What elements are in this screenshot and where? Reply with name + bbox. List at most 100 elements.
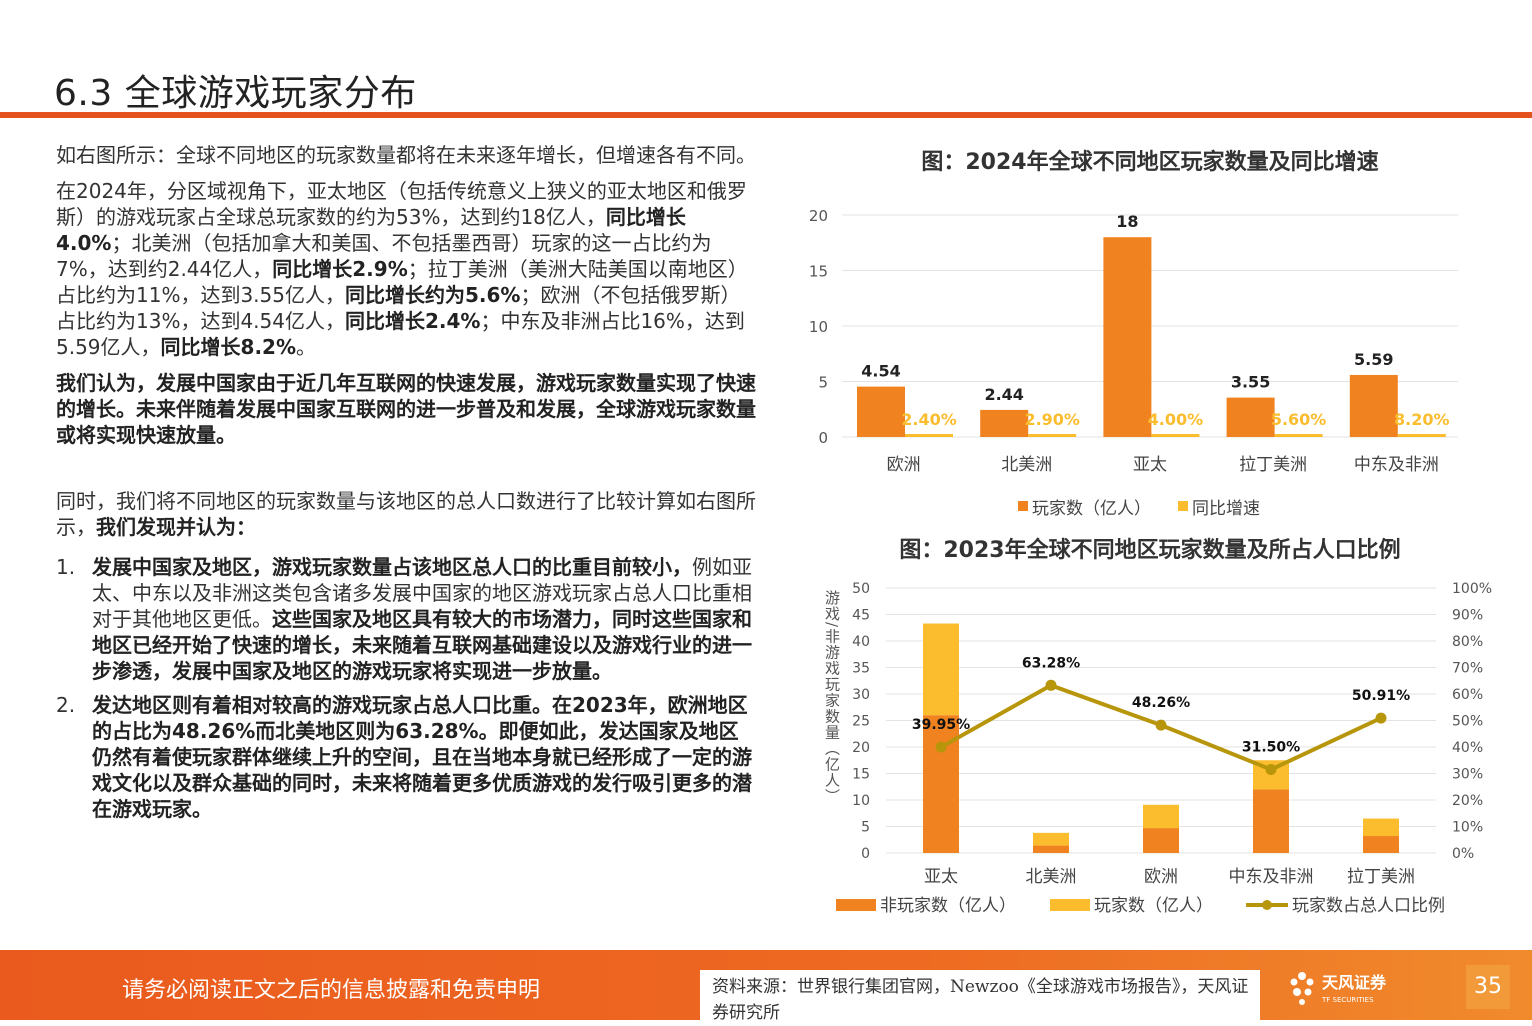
- paragraph-compare: 同时，我们将不同地区的玩家数量与该地区的总人口数进行了比较计算如右图所示，我们发…: [56, 488, 758, 540]
- bar-growth: [1151, 434, 1200, 437]
- bar-players: [1103, 237, 1152, 437]
- logo-en-text: TF SECURITIES: [1321, 996, 1374, 1004]
- paragraph-segment: 同比增长2.4%: [344, 309, 481, 333]
- paragraph-segment: ；北美洲（包括加拿大和美国、不包括墨西哥）玩家的这一占比约为7%，达到约2.44…: [56, 231, 712, 281]
- legend-swatch-players: [1018, 501, 1028, 511]
- x-tick-label: 北美洲: [1001, 455, 1052, 475]
- ratio-point: [1265, 764, 1277, 776]
- y-tick-label: 15: [852, 767, 870, 783]
- logo-flower-icon: [1290, 972, 1314, 1005]
- y-tick-label: 10: [852, 793, 870, 809]
- paragraph-segment: 同比增长4.0%: [56, 205, 686, 255]
- bar-players: [1363, 818, 1399, 837]
- legend-swatch-non-players: [836, 899, 876, 911]
- disclaimer-text: 请务必阅读正文之后的信息披露和免责申明: [122, 978, 541, 1003]
- y2-tick-label: 50%: [1452, 714, 1483, 730]
- page-title: 6.3 全球游戏玩家分布: [54, 73, 417, 114]
- bar-players-label: 2.44: [984, 385, 1023, 404]
- ratio-label: 31.50%: [1242, 740, 1300, 756]
- legend-swatch-growth: [1178, 501, 1188, 511]
- x-tick-label: 拉丁美洲: [1347, 867, 1415, 887]
- y2-tick-label: 90%: [1452, 608, 1483, 624]
- paragraph-segment: ；中东及非洲占比16%，达到5.59亿人，: [56, 309, 745, 359]
- source-text: 资料来源：世界银行集团官网，Newzoo《全球游戏市场报告》，天风证券研究所: [712, 977, 1249, 1023]
- chart2-title: 图：2023年全球不同地区玩家数量及所占人口比例: [899, 538, 1401, 563]
- bar-players-label: 3.55: [1231, 373, 1270, 392]
- bar-players: [1226, 397, 1275, 437]
- bar-players-label: 18: [1116, 212, 1138, 231]
- bar-growth: [1274, 434, 1323, 437]
- y2-tick-label: 10%: [1452, 820, 1483, 836]
- list-item-text: 发达地区则有着相对较高的游戏玩家占总人口比重。在2023年，欧洲地区的占比为48…: [92, 693, 752, 821]
- legend-swatch-players: [1050, 899, 1090, 911]
- bar-growth-label: 5.60%: [1271, 410, 1327, 429]
- bar-growth: [905, 434, 953, 437]
- list-item-text: 发展中国家及地区，游戏玩家数量占该地区总人口的比重目前较小，例如亚太、中东以及非…: [92, 555, 752, 683]
- bar-non-players: [1143, 828, 1179, 853]
- ratio-label: 39.95%: [912, 717, 970, 733]
- body-text: 如右图所示：全球不同地区的玩家数量都将在未来逐年增长，但增速各有不同。 在202…: [56, 142, 758, 830]
- y2-tick-label: 30%: [1452, 767, 1483, 783]
- ratio-point: [935, 741, 947, 753]
- title-divider: [0, 112, 1532, 118]
- view-text: 我们认为，发展中国家由于近几年互联网的快速发展，游戏玩家数量实现了快速的增长。未…: [56, 371, 756, 447]
- paragraph-regions: 在2024年，分区域视角下，亚太地区（包括传统意义上狭义的亚太地区和俄罗斯）的游…: [56, 178, 758, 360]
- y2-tick-label: 0%: [1452, 846, 1474, 862]
- y-tick-label: 35: [852, 661, 870, 677]
- chart2-svg: 0 5 10 15 20 25 30 35 40 45 50 0% 10% 20% 30% 40% 50% 60%…: [823, 581, 1492, 916]
- bar-growth: [1028, 434, 1077, 437]
- y2-tick-label: 70%: [1452, 661, 1483, 677]
- y-tick-label: 10: [809, 318, 828, 336]
- y-tick-label: 30: [852, 687, 870, 703]
- paragraph-segment: 同比增长约为5.6%: [344, 283, 521, 307]
- bar-players: [923, 623, 959, 716]
- y-tick-label: 20: [809, 207, 828, 225]
- legend-label-players: 玩家数（亿人）: [1032, 499, 1151, 519]
- ratio-point: [1375, 712, 1387, 724]
- ratio-point: [1155, 719, 1167, 731]
- ratio-label: 50.91%: [1352, 688, 1410, 704]
- y-tick-label: 20: [852, 740, 870, 756]
- legend-label-players: 玩家数（亿人）: [1094, 896, 1213, 916]
- list-number: 2.: [56, 693, 76, 717]
- bar-growth-label: 2.40%: [901, 410, 957, 429]
- y2-tick-label: 100%: [1452, 581, 1492, 597]
- paragraph-segment: ；拉丁美洲（美洲大陆美国以南地区）占比约为11%，达到3.55亿人，: [56, 257, 748, 307]
- bar-non-players: [1033, 845, 1069, 853]
- y2-tick-label: 80%: [1452, 634, 1483, 650]
- y-tick-label: 0: [818, 429, 828, 447]
- bar-growth-label: 8.20%: [1394, 410, 1450, 429]
- compare-text: 同时，我们将不同地区的玩家数量与该地区的总人口数进行了比较计算如右图所示，: [56, 489, 756, 539]
- y-axis-label: 游戏/非游戏玩家数量（亿人）: [823, 590, 841, 804]
- bar-players-label: 5.59: [1354, 350, 1393, 369]
- x-tick-label: 欧洲: [1144, 867, 1178, 887]
- bar-players: [857, 386, 905, 437]
- bar-players: [1033, 832, 1069, 846]
- y-tick-label: 15: [809, 263, 828, 281]
- x-tick-label: 中东及非洲: [1229, 867, 1314, 887]
- x-tick-label: 欧洲: [887, 455, 921, 475]
- chart1-title: 图：2024年全球不同地区玩家数量及同比增速: [921, 150, 1379, 175]
- bar-growth-label: 2.90%: [1024, 410, 1080, 429]
- y-tick-label: 40: [852, 634, 870, 650]
- bar-players-label: 4.54: [861, 362, 900, 381]
- y-tick-label: 5: [818, 374, 828, 392]
- paragraph-segment: 同比增长2.9%: [272, 257, 408, 281]
- findings-list: 1. 发展中国家及地区，游戏玩家数量占该地区总人口的比重目前较小，例如亚太、中东以…: [56, 554, 758, 822]
- ratio-label: 63.28%: [1022, 655, 1080, 671]
- legend-label-growth: 同比增速: [1192, 499, 1260, 519]
- bar-players: [1349, 374, 1398, 437]
- x-tick-label: 拉丁美洲: [1239, 455, 1307, 475]
- y-tick-label: 5: [861, 820, 870, 836]
- paragraph-segment: ；欧洲（不包括俄罗斯）占比约为13%，达到4.54亿人，: [56, 283, 741, 333]
- x-tick-label: 中东及非洲: [1354, 455, 1439, 475]
- paragraph-intro: 如右图所示：全球不同地区的玩家数量都将在未来逐年增长，但增速各有不同。: [56, 143, 756, 167]
- source-box: [700, 970, 1260, 1020]
- bar-growth-label: 4.00%: [1148, 410, 1204, 429]
- y-tick-label: 50: [852, 581, 870, 597]
- list-item: 2. 发达地区则有着相对较高的游戏玩家占总人口比重。在2023年，欧洲地区的占比为…: [56, 692, 758, 822]
- bar-non-players: [923, 715, 959, 853]
- list-item: 1. 发展中国家及地区，游戏玩家数量占该地区总人口的比重目前较小，例如亚太、中东以…: [56, 554, 758, 684]
- bar-players: [1143, 804, 1179, 829]
- legend-label-ratio: 玩家数占总人口比例: [1292, 896, 1445, 916]
